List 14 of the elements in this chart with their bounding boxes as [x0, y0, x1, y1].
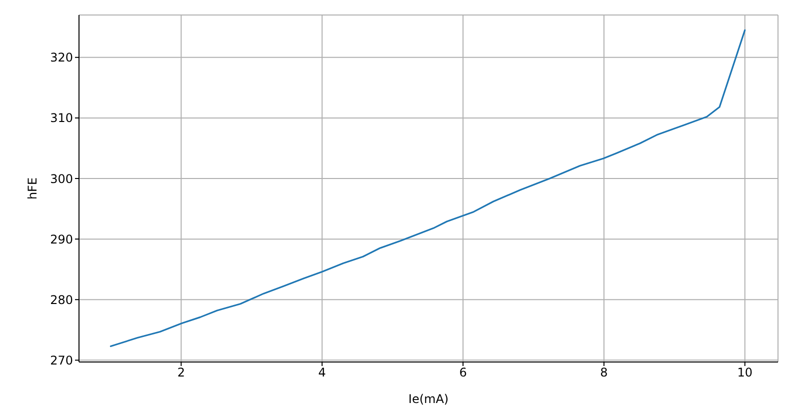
y-axis-title: hFE: [25, 177, 40, 200]
x-tick-label: 2: [177, 366, 185, 380]
x-axis-title: Ie(mA): [408, 392, 449, 406]
x-tick-label: 8: [600, 366, 608, 380]
x-tick-label: 4: [318, 366, 326, 380]
y-tick-label: 270: [50, 353, 73, 368]
x-tick-label: 6: [459, 366, 467, 380]
y-tick-label: 320: [50, 50, 73, 65]
y-tick-label: 280: [50, 292, 73, 307]
y-tick-label: 300: [50, 172, 73, 186]
y-tick-label: 290: [50, 232, 73, 246]
x-tick-label: 10: [737, 366, 753, 380]
y-tick-label: 310: [50, 111, 73, 126]
line-series: [110, 29, 746, 348]
